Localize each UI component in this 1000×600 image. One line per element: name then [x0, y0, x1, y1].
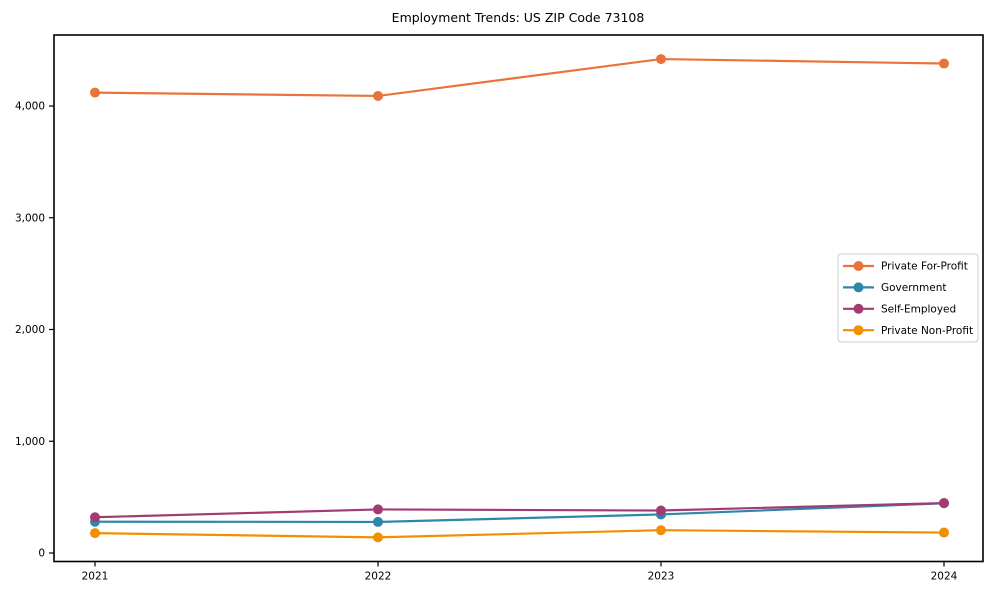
legend-item-private-non-profit: Private Non-Profit — [843, 325, 973, 337]
chart-title: Employment Trends: US ZIP Code 73108 — [392, 10, 645, 25]
legend-label: Self-Employed — [881, 304, 956, 316]
data-point-self-employed — [90, 512, 100, 523]
legend-marker-icon — [853, 325, 864, 336]
data-point-private-non-profit — [656, 525, 666, 536]
series-line-government — [93, 502, 946, 524]
x-tick-label: 2024 — [931, 571, 958, 583]
legend-box — [837, 253, 979, 343]
legend-label: Government — [881, 282, 946, 294]
series-line-self-employed — [93, 501, 946, 519]
legend-label: Private For-Profit — [881, 261, 968, 273]
x-tick-label: 2022 — [365, 571, 392, 583]
y-tick-label: 3,000 — [15, 212, 45, 224]
legend-label: Private Non-Profit — [881, 325, 973, 337]
y-tick-label: 2,000 — [15, 324, 45, 336]
plot-area — [53, 34, 984, 563]
y-tick-label: 4,000 — [15, 101, 45, 113]
data-point-private-for-profit — [373, 90, 383, 101]
legend-item-government: Government — [843, 282, 946, 294]
series-line-private-non-profit — [93, 529, 946, 539]
legend-item-private-for-profit: Private For-Profit — [843, 261, 968, 273]
x-tick-label: 2023 — [648, 571, 675, 583]
data-point-private-non-profit — [373, 532, 383, 543]
legend: Private For-Profit Government Self-Employe… — [837, 253, 979, 343]
data-point-self-employed — [656, 505, 666, 516]
data-point-private-non-profit — [939, 527, 949, 538]
data-point-government — [373, 516, 383, 527]
data-point-self-employed — [939, 498, 949, 509]
legend-marker-icon — [853, 261, 864, 271]
series-line-private-for-profit — [93, 57, 946, 98]
data-point-self-employed — [373, 504, 383, 515]
legend-marker-icon — [853, 303, 864, 314]
y-tick-label: 0 — [38, 548, 45, 560]
legend-item-self-employed: Self-Employed — [843, 304, 956, 316]
x-tick-label: 2021 — [82, 571, 109, 583]
data-point-private-for-profit — [90, 87, 100, 98]
data-point-private-for-profit — [656, 54, 666, 65]
data-point-private-for-profit — [939, 58, 949, 69]
y-tick-label: 1,000 — [15, 436, 45, 448]
data-point-private-non-profit — [90, 528, 100, 539]
legend-marker-icon — [853, 282, 864, 293]
